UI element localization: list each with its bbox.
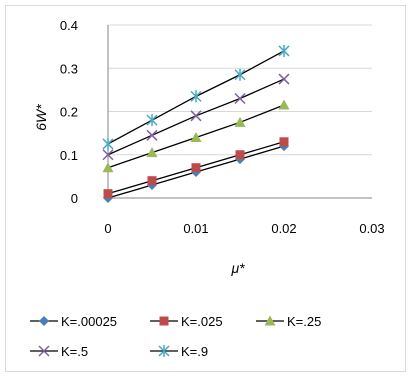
series-K=.025 [103,137,289,199]
x-tick-label: 0.02 [271,221,296,236]
data-point [102,162,114,173]
data-point [103,189,113,199]
legend-marker [159,316,169,326]
data-point [235,150,245,160]
legend-marker [158,345,170,357]
y-tick-label: 0 [71,191,78,206]
legend-label: K=.00025 [61,314,117,329]
legend-item: K=.9 [150,344,208,359]
legend-label: K=.25 [287,314,321,329]
data-point [102,137,114,150]
y-axis-label: 6W* [33,104,49,131]
data-point [234,92,246,105]
data-point [234,116,246,127]
data-point [147,176,157,186]
legend-marker [38,345,50,357]
legend-label: K=.025 [181,314,223,329]
chart-border [5,5,406,372]
x-tick-label: 0 [104,221,111,236]
data-point [278,44,290,57]
legend-item: K=.025 [150,314,223,329]
data-point [146,147,158,158]
data-point [146,129,158,141]
legend-item: K=.25 [256,314,321,329]
series-K=.9 [102,44,290,150]
legend-marker [39,316,49,326]
legend: K=.00025 K=.025 K=.25 K=.5 K=.9 [30,314,321,359]
data-point [190,131,202,142]
legend-marker [264,315,276,326]
legend-item: K=.5 [30,344,88,359]
x-tick-label: 0.03 [359,221,384,236]
y-tick-label: 0.4 [60,18,78,33]
legend-label: K=.9 [181,344,208,359]
y-tick-label: 0.2 [60,105,78,120]
data-point [102,149,114,161]
data-point [278,99,290,110]
tick-labels: 0 0.1 0.2 0.3 0.4 0 0.01 0.02 0.03 [60,18,385,236]
y-tick-label: 0.3 [60,61,78,76]
data-point [191,163,201,173]
data-point [190,110,202,122]
data-point [278,73,290,85]
x-axis-label: μ* [230,260,245,276]
series-K=.5 [102,73,290,161]
legend-item: K=.00025 [30,314,117,329]
data-point [279,137,289,147]
y-tick-label: 0.1 [60,148,78,163]
data-point [190,90,202,103]
data-point [234,68,246,81]
data-point [146,114,158,127]
series-K=.25 [102,99,290,173]
x-tick-label: 0.01 [183,221,208,236]
plot-series [102,44,290,203]
legend-label: K=.5 [61,344,88,359]
